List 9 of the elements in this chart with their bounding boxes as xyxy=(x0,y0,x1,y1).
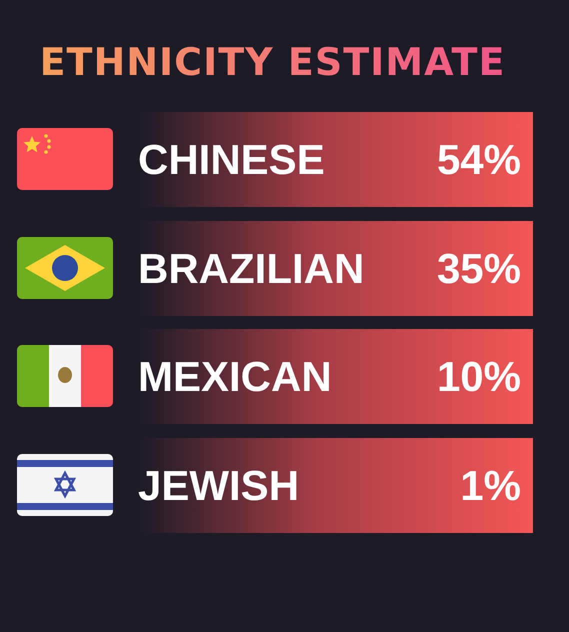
category-label: JEWISH xyxy=(138,460,300,510)
data-label: 54% xyxy=(436,135,521,185)
data-label: 10% xyxy=(436,352,521,402)
category-label: CHINESE xyxy=(138,135,325,185)
data-label: 1% xyxy=(460,460,521,510)
category-label: BRAZILIAN xyxy=(138,244,364,294)
text: ETHNICITY ESTIMATE xyxy=(0,40,545,84)
data-label: 35% xyxy=(436,244,521,294)
category-label: MEXICAN xyxy=(138,352,332,402)
